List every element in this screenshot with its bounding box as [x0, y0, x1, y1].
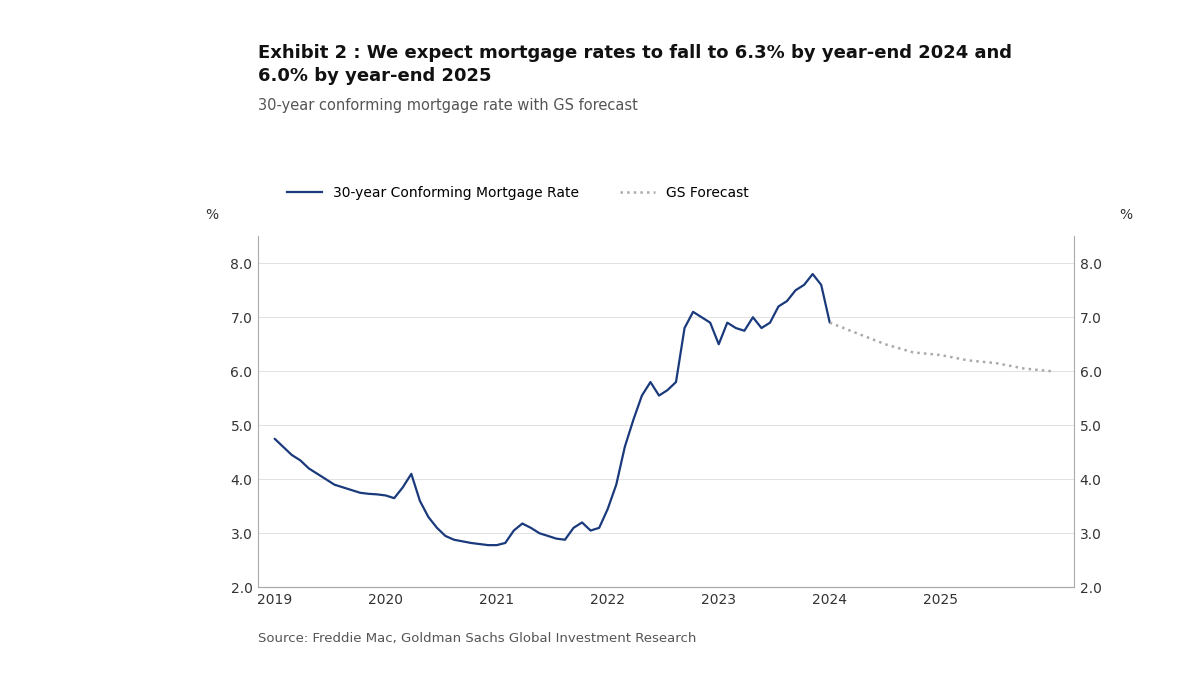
Text: 30-year conforming mortgage rate with GS forecast: 30-year conforming mortgage rate with GS…	[258, 98, 638, 113]
Text: %: %	[205, 208, 218, 222]
Legend: 30-year Conforming Mortgage Rate, GS Forecast: 30-year Conforming Mortgage Rate, GS For…	[281, 180, 755, 205]
Text: Source: Freddie Mac, Goldman Sachs Global Investment Research: Source: Freddie Mac, Goldman Sachs Globa…	[258, 632, 696, 645]
Text: Exhibit 2 : We expect mortgage rates to fall to 6.3% by year-end 2024 and
6.0% b: Exhibit 2 : We expect mortgage rates to …	[258, 44, 1012, 85]
Text: %: %	[1118, 208, 1132, 222]
